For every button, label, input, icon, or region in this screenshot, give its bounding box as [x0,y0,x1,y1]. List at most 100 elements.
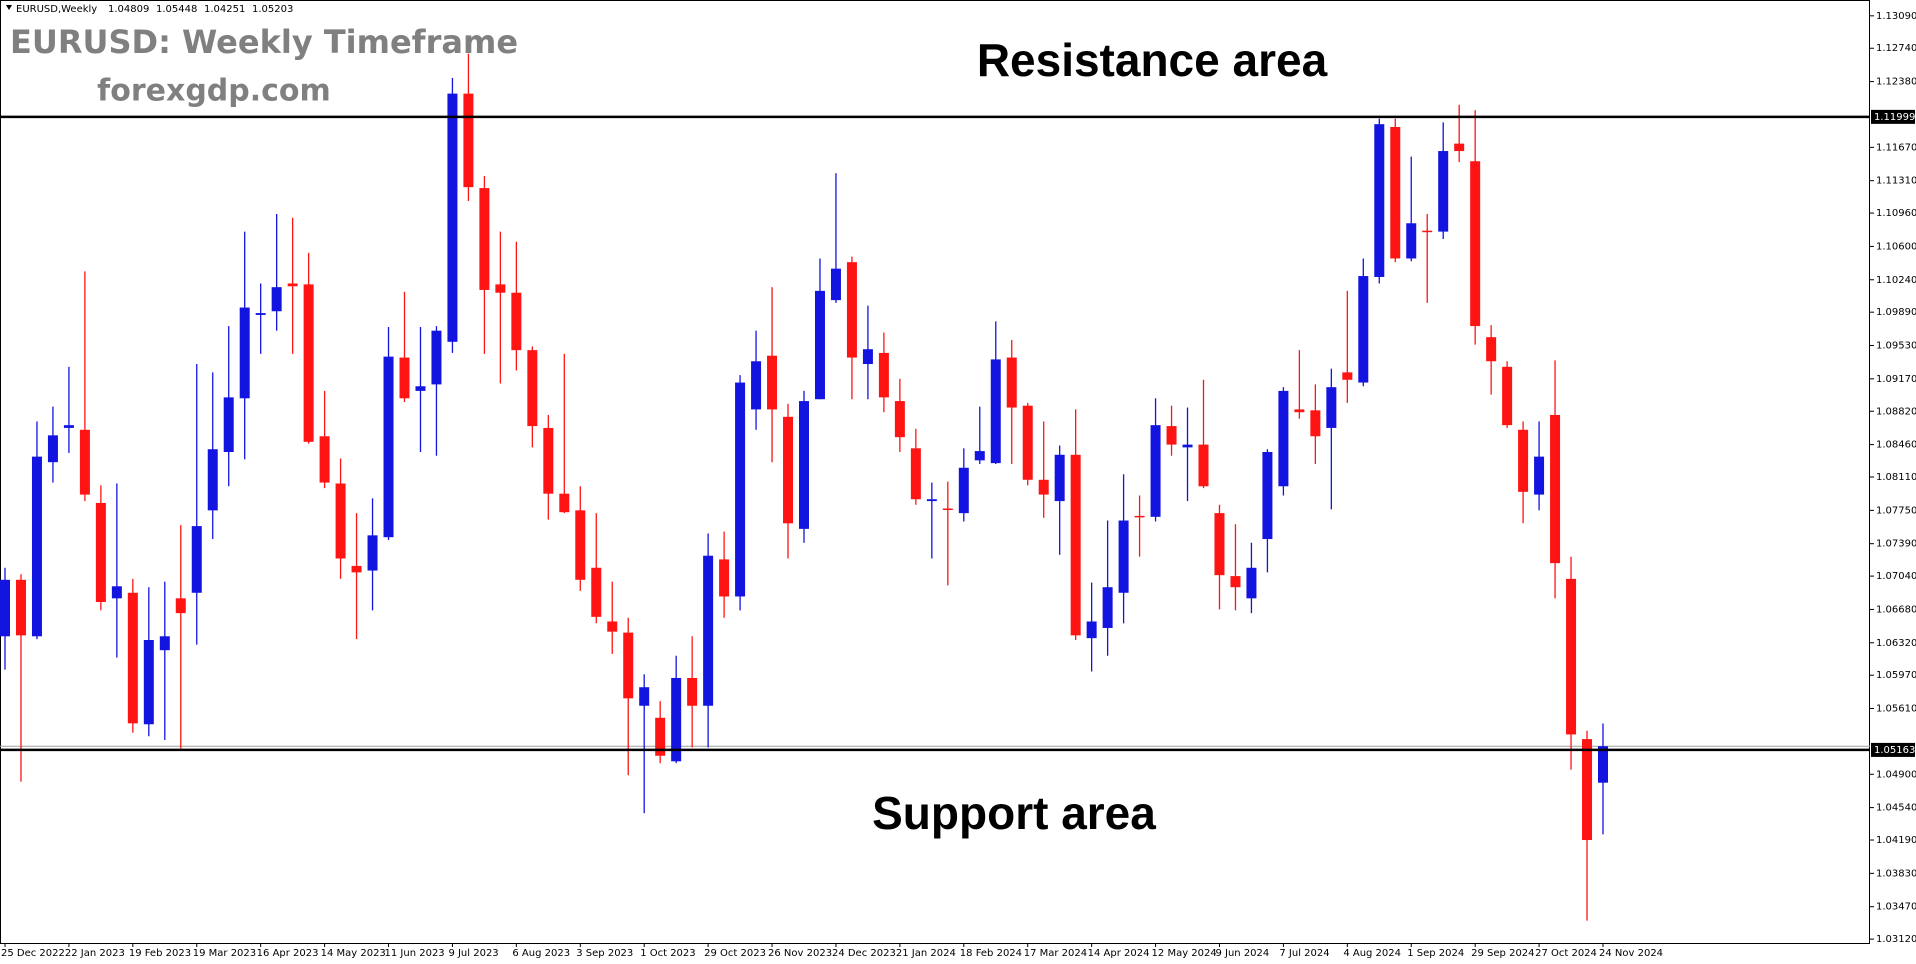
candle-body [1134,515,1145,518]
x-tick-label: 14 May 2023 [321,948,386,959]
candle-body [175,598,186,614]
candle-body [479,188,490,290]
candle-body [846,262,857,358]
candle-body [143,639,154,725]
candle-body [655,717,666,756]
subtitle: forexgdp.com [97,74,331,109]
candle-body [894,401,905,438]
x-tick-label: 26 Nov 2023 [768,948,832,959]
y-tick-label: 1.11670 [1876,142,1916,153]
candle-body [1598,746,1608,783]
x-tick-label: 22 Jan 2023 [65,948,125,959]
y-tick-label: 1.11310 [1876,176,1916,187]
candle-body [862,349,873,365]
level-tag-label: 1.11999 [1874,112,1915,123]
x-tick-label: 3 Sep 2023 [576,948,633,959]
candle-body [111,586,122,599]
x-tick-label: 7 Jul 2024 [1279,948,1329,959]
candle-body [319,436,330,483]
x-tick-label: 29 Oct 2023 [704,948,766,959]
candle-body [415,386,426,391]
candle-body [1358,276,1369,383]
candle-body [974,451,985,461]
candle-body [399,357,410,399]
annotation: Support area [872,787,1156,839]
x-tick-label: 24 Nov 2024 [1599,948,1663,959]
candle-body [687,677,698,706]
candle-body [559,493,570,513]
y-tick-label: 1.04540 [1876,803,1916,814]
candle-body [127,592,138,724]
candle-body [1486,337,1497,362]
candle-body [543,427,554,494]
candle-body [1422,230,1433,233]
y-tick-label: 1.09890 [1876,307,1916,318]
candle-body [719,559,730,597]
candle-body [63,425,74,428]
x-tick-label: 27 Oct 2024 [1535,948,1597,959]
candle-body [783,416,794,524]
candle-body [0,579,10,637]
x-tick-label: 21 Jan 2024 [896,948,956,959]
annotation: Resistance area [977,34,1328,86]
candle-body [591,567,602,617]
candle-body [1198,444,1209,487]
candle-body [1086,621,1097,639]
menu-triangle[interactable] [6,5,12,10]
y-tick-label: 1.08820 [1876,406,1916,417]
candle-body [1230,576,1241,588]
candle-body [878,352,889,398]
y-tick-label: 1.06320 [1876,638,1916,649]
candle-body [367,535,378,571]
y-tick-label: 1.07040 [1876,571,1916,582]
x-tick-label: 24 Dec 2023 [832,948,896,959]
y-tick-label: 1.09530 [1876,341,1916,352]
x-tick-label: 11 Jun 2023 [385,948,445,959]
candle-body [527,350,538,427]
candle-body [223,397,234,453]
candle-body [255,313,266,315]
level-tag [1871,109,1915,124]
x-tick-label: 14 Apr 2024 [1088,948,1150,959]
candle-body [47,435,58,463]
candle-body [1454,143,1465,152]
candle-body [271,287,282,312]
candle-body [1310,410,1321,437]
candle-body [1518,429,1529,492]
candle-body [1214,513,1225,576]
candle-body [1246,567,1257,599]
candle-body [1070,454,1081,636]
candle-body [383,356,394,538]
x-tick-label: 6 Aug 2023 [512,948,570,959]
candle-body [575,510,586,580]
candle-body [1438,151,1449,232]
candle-body [1582,739,1593,841]
candle-body [703,555,714,706]
candle-body [623,632,634,699]
candle-body [1406,223,1417,259]
x-tick-label: 25 Dec 2022 [1,948,65,959]
y-tick-label: 1.08110 [1876,472,1916,483]
candle-body [958,467,969,514]
x-tick-label: 16 Apr 2023 [257,948,319,959]
header-close: 1.05203 [252,4,293,15]
level-tag [1871,742,1915,757]
candle-body [751,361,762,410]
candle-body [1342,372,1353,380]
x-tick-label: 17 Mar 2024 [1024,948,1087,959]
candle-body [1022,405,1033,480]
candle-body [1102,587,1113,628]
candle-body [799,401,809,529]
y-tick-label: 1.08460 [1876,440,1916,451]
candle-body [1006,357,1017,408]
y-tick-label: 1.12380 [1876,77,1916,88]
chart-title: EURUSD: Weekly Timeframe [10,23,518,61]
candle-body [1550,414,1561,564]
y-tick-label: 1.04900 [1876,769,1916,780]
candle-body [942,508,953,510]
candle-body [511,292,522,351]
candle-body [1038,479,1049,495]
candle-body [830,268,841,301]
y-tick-label: 1.07750 [1876,505,1916,516]
